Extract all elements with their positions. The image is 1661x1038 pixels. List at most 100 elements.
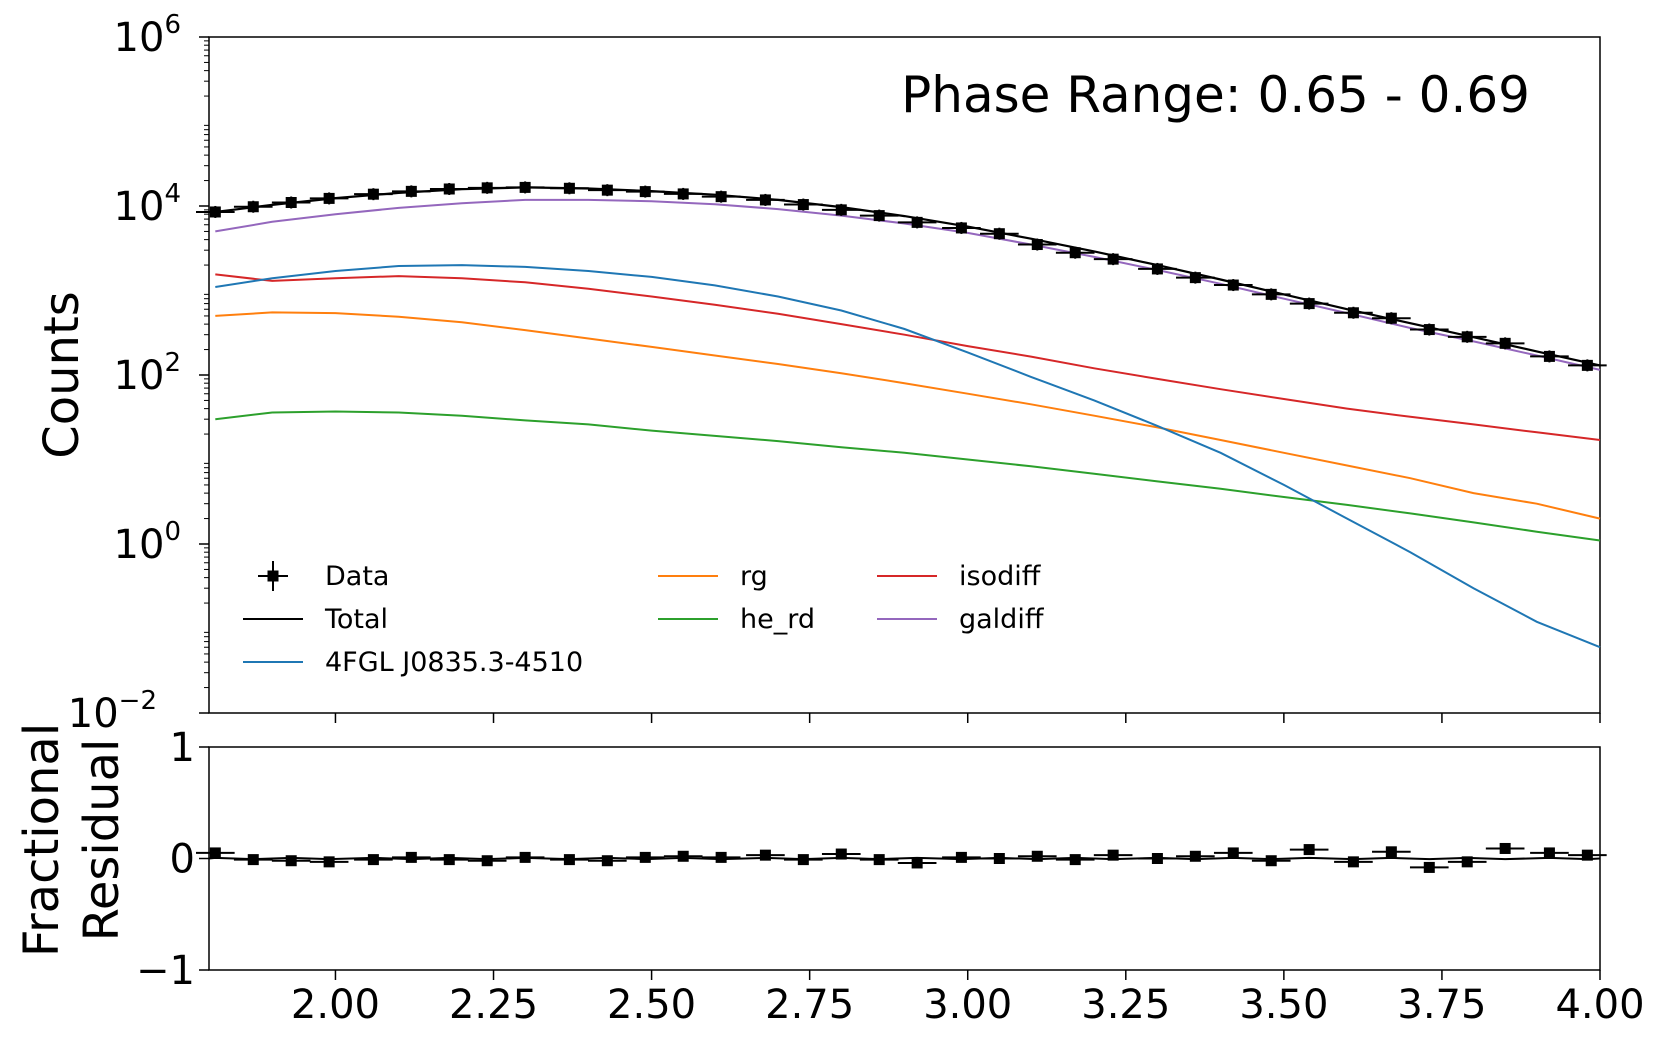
counts-y-axis-label: Counts [34, 291, 90, 459]
series-line-rg [215, 311, 1601, 520]
x-tick-label: 3.75 [1397, 982, 1486, 1028]
residual-point [715, 851, 727, 863]
residual-point [1423, 861, 1435, 873]
residual-point [323, 856, 335, 868]
data-point [1151, 263, 1163, 275]
x-tick-label: 2.50 [607, 982, 696, 1028]
residual-panel: 1 0 −1 2.00 2.25 2.50 2.75 3.00 3.25 3.50 3.75 4.0… [14, 723, 1645, 1028]
residual-point [1151, 853, 1163, 864]
data-point [519, 181, 531, 193]
data-point [759, 194, 771, 206]
counts-y-tick-label: 102 [114, 348, 181, 399]
residual-point [639, 851, 651, 863]
data-point [1303, 298, 1315, 310]
residual-point [519, 851, 531, 863]
legend-swatch-data-marker [267, 570, 279, 582]
data-point [1265, 288, 1277, 300]
counts-plot-frame [208, 36, 1601, 714]
legend-label-isodiff: isodiff [959, 561, 1042, 592]
data-point [1347, 307, 1359, 319]
legend-label-he_rd: he_rd [740, 604, 815, 635]
residual-point [481, 855, 493, 867]
data-point [993, 228, 1005, 240]
data-point [911, 216, 923, 228]
x-tick-label: 2.75 [765, 982, 854, 1028]
residual-point [1461, 856, 1473, 868]
residual-point [955, 851, 967, 863]
data-point [639, 186, 651, 198]
x-tick-label: 4.00 [1555, 982, 1644, 1028]
residual-point [759, 849, 771, 861]
data-point [443, 183, 455, 195]
residual-point [1581, 849, 1593, 861]
x-tick-label: 2.00 [291, 982, 380, 1028]
residual-point [1107, 849, 1119, 861]
data-point [715, 191, 727, 203]
data-point [1543, 350, 1555, 362]
legend-label-data: Data [325, 561, 389, 592]
data-point [955, 222, 967, 234]
series-line-src [215, 264, 1601, 649]
residual-y-tick-label: −1 [136, 948, 195, 994]
data-point [797, 199, 809, 211]
residual-y-axis-label-line1: Fractional [14, 723, 70, 957]
residual-y-axis-label-line2: Residual [74, 739, 130, 942]
residual-point [367, 854, 379, 866]
x-tick-label: 3.25 [1081, 982, 1170, 1028]
residual-point [1031, 850, 1043, 862]
counts-y-tick-label: 104 [114, 179, 181, 230]
x-tick-label: 3.50 [1239, 982, 1328, 1028]
residual-point [677, 850, 689, 862]
residual-point [797, 854, 809, 866]
residual-y-tick-label: 0 [170, 837, 195, 883]
data-point [1031, 239, 1043, 251]
data-point [367, 188, 379, 200]
data-point [1499, 337, 1511, 349]
residual-point [1303, 844, 1315, 856]
residual-point [1499, 842, 1511, 854]
data-point [677, 188, 689, 200]
data-point [1227, 279, 1239, 291]
residual-point [1385, 846, 1397, 858]
legend: Data Total 4FGL J0835.3-4510 rg he_rd isodiff… [243, 561, 1045, 678]
residual-point [835, 848, 847, 860]
residual-point [1189, 850, 1201, 862]
data-point [601, 184, 613, 196]
data-point [1189, 272, 1201, 284]
residual-point [993, 853, 1005, 864]
data-point [1581, 359, 1593, 371]
data-point [1423, 324, 1435, 336]
legend-label-rg: rg [740, 561, 768, 592]
data-point [247, 201, 259, 213]
legend-label-src: 4FGL J0835.3-4510 [325, 647, 583, 678]
residual-point [209, 847, 221, 859]
series-line-isodiff [215, 273, 1601, 441]
counts-y-tick-label: 106 [114, 10, 181, 61]
series-line-total [215, 186, 1601, 367]
counts-y-tick-label: 10−2 [68, 686, 157, 737]
residual-point [563, 854, 575, 866]
data-point [285, 197, 297, 209]
counts-panel: 106 104 102 100 10−2 Counts Phase Range: 0.6… [34, 10, 1607, 737]
residual-point [1543, 847, 1555, 859]
residual-point [443, 854, 455, 866]
residual-point [1069, 854, 1081, 866]
data-point [1385, 312, 1397, 324]
counts-y-tick-label: 100 [114, 517, 181, 568]
data-point [1107, 253, 1119, 265]
residual-point [911, 857, 923, 869]
legend-label-galdiff: galdiff [959, 604, 1045, 635]
phase-range-annotation: Phase Range: 0.65 - 0.69 [901, 66, 1530, 124]
residual-y-tick-label: 1 [170, 725, 195, 771]
data-point [323, 192, 335, 204]
data-point [873, 210, 885, 222]
residual-point [247, 854, 259, 866]
residual-point [405, 851, 417, 863]
x-tick-label: 2.25 [449, 982, 538, 1028]
data-point [405, 185, 417, 197]
data-point [835, 204, 847, 216]
series-line-galdiff [215, 198, 1601, 371]
data-point [1461, 331, 1473, 343]
residual-point [1227, 847, 1239, 859]
